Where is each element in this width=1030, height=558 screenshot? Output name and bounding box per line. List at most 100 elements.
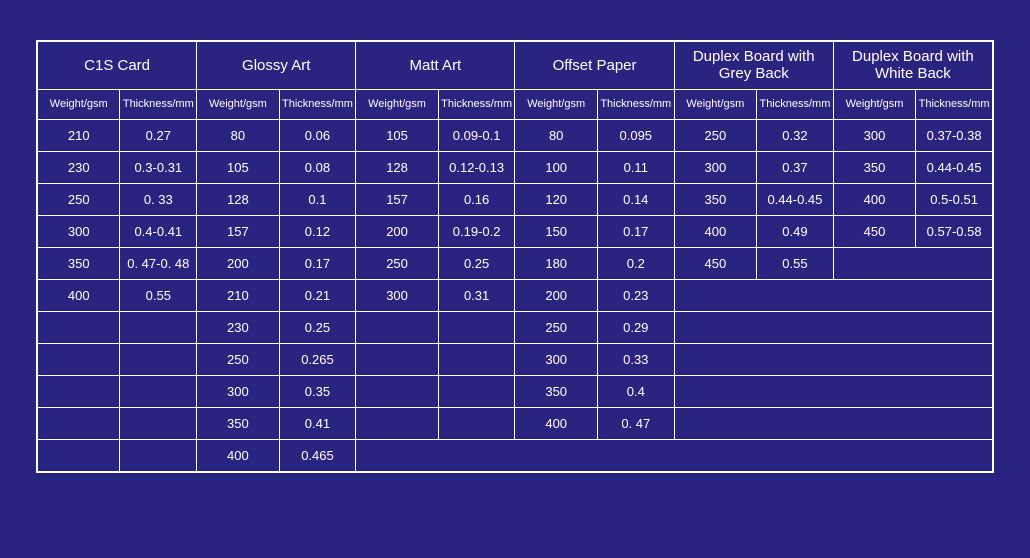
cell-weight: 105 <box>356 119 438 151</box>
cell-weight: 350 <box>833 151 915 183</box>
cell-weight: 210 <box>197 279 279 311</box>
cell-weight <box>38 343 120 375</box>
cell-thickness: 0.37 <box>757 151 834 183</box>
cell-thickness: 0.465 <box>279 439 356 471</box>
cell-weight: 300 <box>515 343 597 375</box>
cell-weight <box>356 343 438 375</box>
cell-weight: 400 <box>515 407 597 439</box>
cell-weight: 400 <box>674 215 756 247</box>
cell-thickness: 0.4-0.41 <box>120 215 197 247</box>
cell-thickness: 0.095 <box>597 119 674 151</box>
cell-weight: 157 <box>356 183 438 215</box>
cell-thickness <box>120 407 197 439</box>
cat-c1s-card: C1S Card <box>38 42 197 90</box>
cell-thickness: 0.16 <box>438 183 515 215</box>
cell-thickness: 0.29 <box>597 311 674 343</box>
cell-weight: 250 <box>38 183 120 215</box>
cell-thickness <box>438 407 515 439</box>
cell-thickness: 0.27 <box>120 119 197 151</box>
cell-weight: 230 <box>38 151 120 183</box>
cell-weight: 350 <box>674 183 756 215</box>
cell-weight <box>356 311 438 343</box>
sub-weight: Weight/gsm <box>197 89 279 119</box>
sub-thickness: Thickness/mm <box>597 89 674 119</box>
cell-weight: 300 <box>833 119 915 151</box>
cat-duplex-white: Duplex Board with White Back <box>833 42 992 90</box>
sub-thickness: Thickness/mm <box>916 89 993 119</box>
table-row: 4000.552100.213000.312000.23 <box>38 279 993 311</box>
cell-weight: 150 <box>515 215 597 247</box>
cell-thickness: 0.49 <box>757 215 834 247</box>
cell-thickness: 0. 47-0. 48 <box>120 247 197 279</box>
paper-spec-table-wrap: C1S Card Glossy Art Matt Art Offset Pape… <box>36 40 994 473</box>
paper-spec-table: C1S Card Glossy Art Matt Art Offset Pape… <box>37 41 993 472</box>
cell-thickness: 0.25 <box>438 247 515 279</box>
cell-thickness: 0.17 <box>279 247 356 279</box>
cell-weight: 350 <box>38 247 120 279</box>
table-row: 2100.27800.061050.09-0.1800.0952500.3230… <box>38 119 993 151</box>
cell-thickness: 0.19-0.2 <box>438 215 515 247</box>
cell-weight: 120 <box>515 183 597 215</box>
sub-weight: Weight/gsm <box>833 89 915 119</box>
cell-thickness: 0.14 <box>597 183 674 215</box>
table-body: 2100.27800.061050.09-0.1800.0952500.3230… <box>38 119 993 471</box>
cell-thickness: 0. 33 <box>120 183 197 215</box>
cell-weight: 128 <box>197 183 279 215</box>
cell-weight: 105 <box>197 151 279 183</box>
cell-weight: 350 <box>197 407 279 439</box>
table-row: 4000.465 <box>38 439 993 471</box>
sub-thickness: Thickness/mm <box>279 89 356 119</box>
cell-thickness <box>438 343 515 375</box>
table-row: 3000.4-0.411570.122000.19-0.21500.174000… <box>38 215 993 247</box>
table-row: 3500.414000. 47 <box>38 407 993 439</box>
cell-weight <box>356 407 438 439</box>
cell-weight: 200 <box>356 215 438 247</box>
cell-thickness: 0.21 <box>279 279 356 311</box>
cell-thickness: 0.31 <box>438 279 515 311</box>
cell-weight: 157 <box>197 215 279 247</box>
cell-thickness: 0.4 <box>597 375 674 407</box>
cell-thickness <box>120 439 197 471</box>
cell-weight: 250 <box>356 247 438 279</box>
cat-matt-art: Matt Art <box>356 42 515 90</box>
cell-weight <box>38 375 120 407</box>
cell-thickness: 0.55 <box>120 279 197 311</box>
cell-thickness: 0.57-0.58 <box>916 215 993 247</box>
cell-thickness: 0.44-0.45 <box>916 151 993 183</box>
table-row: 3500. 47-0. 482000.172500.251800.24500.5… <box>38 247 993 279</box>
cell-thickness: 0.41 <box>279 407 356 439</box>
sub-weight: Weight/gsm <box>674 89 756 119</box>
cell-weight: 450 <box>674 247 756 279</box>
cell-thickness: 0.35 <box>279 375 356 407</box>
cell-thickness: 0.37-0.38 <box>916 119 993 151</box>
cell-weight: 300 <box>356 279 438 311</box>
cell-thickness: 0.08 <box>279 151 356 183</box>
cell-thickness: 0.265 <box>279 343 356 375</box>
cell-weight: 350 <box>515 375 597 407</box>
cell-weight: 128 <box>356 151 438 183</box>
cell-thickness <box>120 343 197 375</box>
cell-weight: 80 <box>197 119 279 151</box>
table-row: 3000.353500.4 <box>38 375 993 407</box>
cell-weight: 300 <box>674 151 756 183</box>
cell-weight: 250 <box>515 311 597 343</box>
cell-weight: 450 <box>833 215 915 247</box>
sub-thickness: Thickness/mm <box>438 89 515 119</box>
cell-weight <box>38 439 120 471</box>
sub-weight: Weight/gsm <box>38 89 120 119</box>
sub-thickness: Thickness/mm <box>757 89 834 119</box>
cell-thickness: 0.44-0.45 <box>757 183 834 215</box>
sub-weight: Weight/gsm <box>356 89 438 119</box>
cell-weight <box>356 375 438 407</box>
cell-thickness <box>438 375 515 407</box>
cell-thickness <box>120 311 197 343</box>
cell-empty-span <box>674 375 992 407</box>
cat-duplex-grey: Duplex Board with Grey Back <box>674 42 833 90</box>
cell-empty-span <box>674 311 992 343</box>
cell-empty-span <box>674 279 992 311</box>
cell-thickness <box>120 375 197 407</box>
cell-thickness: 0.17 <box>597 215 674 247</box>
cell-weight: 230 <box>197 311 279 343</box>
cell-weight: 400 <box>38 279 120 311</box>
sub-weight: Weight/gsm <box>515 89 597 119</box>
